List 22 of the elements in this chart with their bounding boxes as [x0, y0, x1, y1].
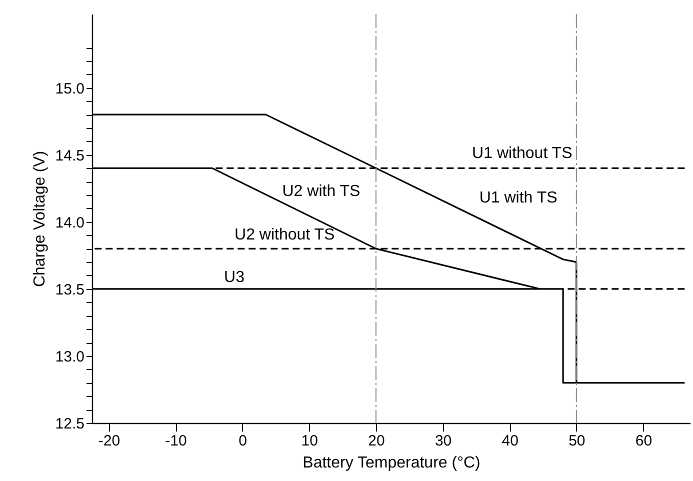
x-tick-label: 20 — [368, 432, 385, 450]
y-tick-label: 13.0 — [55, 348, 84, 366]
x-tick-label: 0 — [238, 432, 248, 450]
series-label: U2 without TS — [234, 226, 335, 244]
x-tick-label: 50 — [568, 432, 586, 450]
series-label: U2 with TS — [282, 182, 360, 200]
x-tick-label: -20 — [98, 432, 120, 450]
series-label: U3 — [224, 268, 245, 286]
x-tick-label: 10 — [301, 432, 318, 450]
y-tick-label: 12.5 — [55, 416, 84, 432]
series-label: U1 with TS — [479, 190, 558, 207]
y-tick-label: 13.5 — [55, 281, 84, 298]
series-label: U1 without TS — [472, 145, 572, 162]
x-tick-label: 30 — [434, 432, 452, 450]
y-tick-label: 14.5 — [55, 147, 84, 164]
x-tick-label: 60 — [635, 432, 652, 450]
x-tick-label: -10 — [165, 432, 187, 450]
x-tick-label: 40 — [502, 432, 518, 450]
y-tick-label: 14.0 — [55, 214, 84, 232]
y-tick-label: 15.0 — [55, 80, 84, 98]
y-axis-title: Charge Voltage (V) — [31, 150, 48, 288]
x-axis-title: Battery Temperature (°C) — [302, 454, 480, 472]
